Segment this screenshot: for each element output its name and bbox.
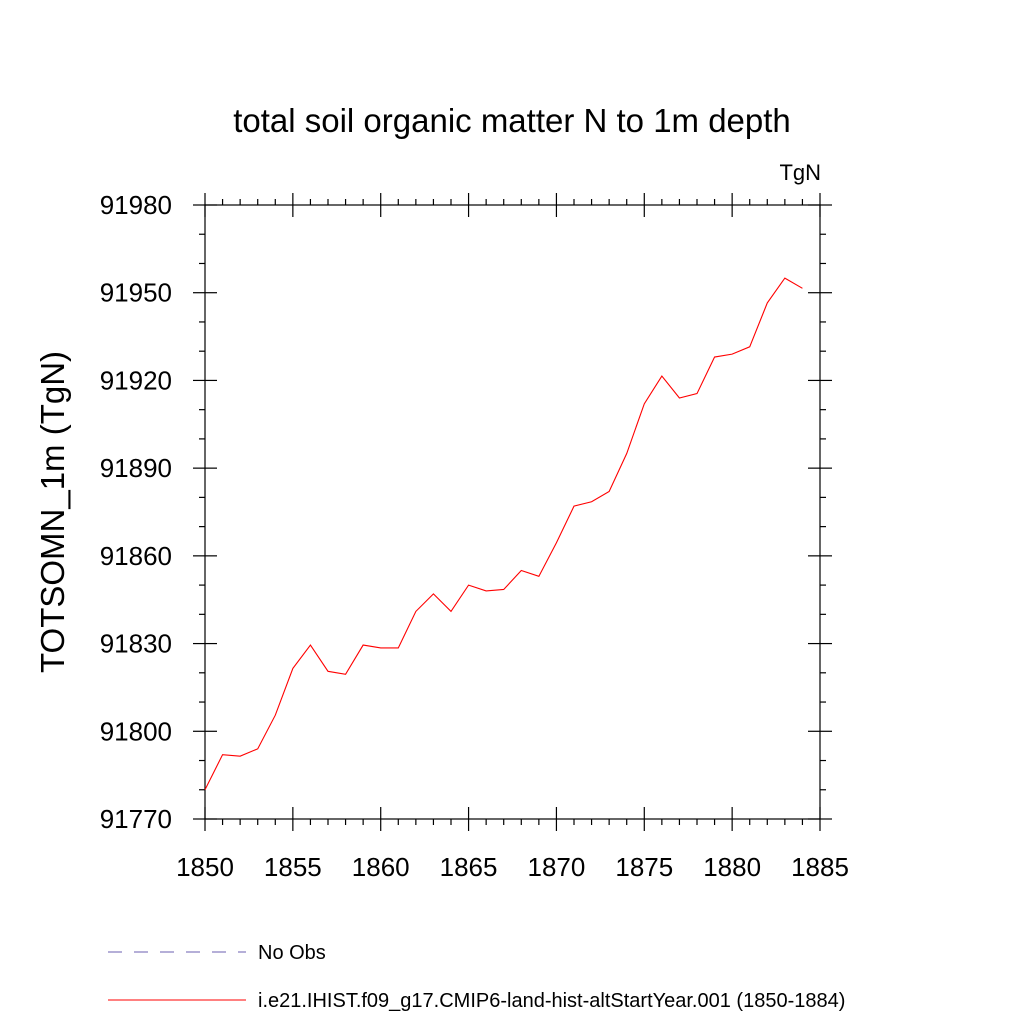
x-axis: 1850 1855 1860 1865 1870 1875 1880 1885 (176, 193, 849, 882)
y-tick-label: 91830 (100, 629, 172, 659)
legend: No Obs i.e21.IHIST.f09_g17.CMIP6-land-his… (108, 942, 845, 1012)
x-tick-label: 1875 (615, 852, 673, 882)
series-layer (204, 277, 803, 791)
legend-label-1: i.e21.IHIST.f09_g17.CMIP6-land-hist-altS… (258, 990, 845, 1012)
y-tick-label: 91890 (100, 453, 172, 483)
y-tick-label: 91980 (100, 190, 172, 220)
y-axis-label: TOTSOMN_1m (TgN) (34, 351, 71, 673)
chart-title: total soil organic matter N to 1m depth (233, 102, 791, 139)
y-axis: 91770 91800 91830 91860 91890 91920 91950 91980 (100, 190, 832, 834)
series-line-1 (204, 277, 803, 791)
x-tick-label: 1850 (176, 852, 234, 882)
y-tick-label: 91860 (100, 541, 172, 571)
y-tick-label: 91770 (100, 804, 172, 834)
x-tick-label: 1880 (703, 852, 761, 882)
x-tick-label: 1855 (264, 852, 322, 882)
y-tick-label: 91800 (100, 716, 172, 746)
x-tick-label: 1885 (791, 852, 849, 882)
x-tick-label: 1865 (440, 852, 498, 882)
plot-frame (204, 204, 821, 820)
units-label: TgN (779, 160, 821, 185)
legend-label-0: No Obs (258, 942, 326, 964)
y-tick-label: 91920 (100, 365, 172, 395)
x-tick-label: 1860 (352, 852, 410, 882)
y-tick-label: 91950 (100, 278, 172, 308)
x-tick-label: 1870 (528, 852, 586, 882)
